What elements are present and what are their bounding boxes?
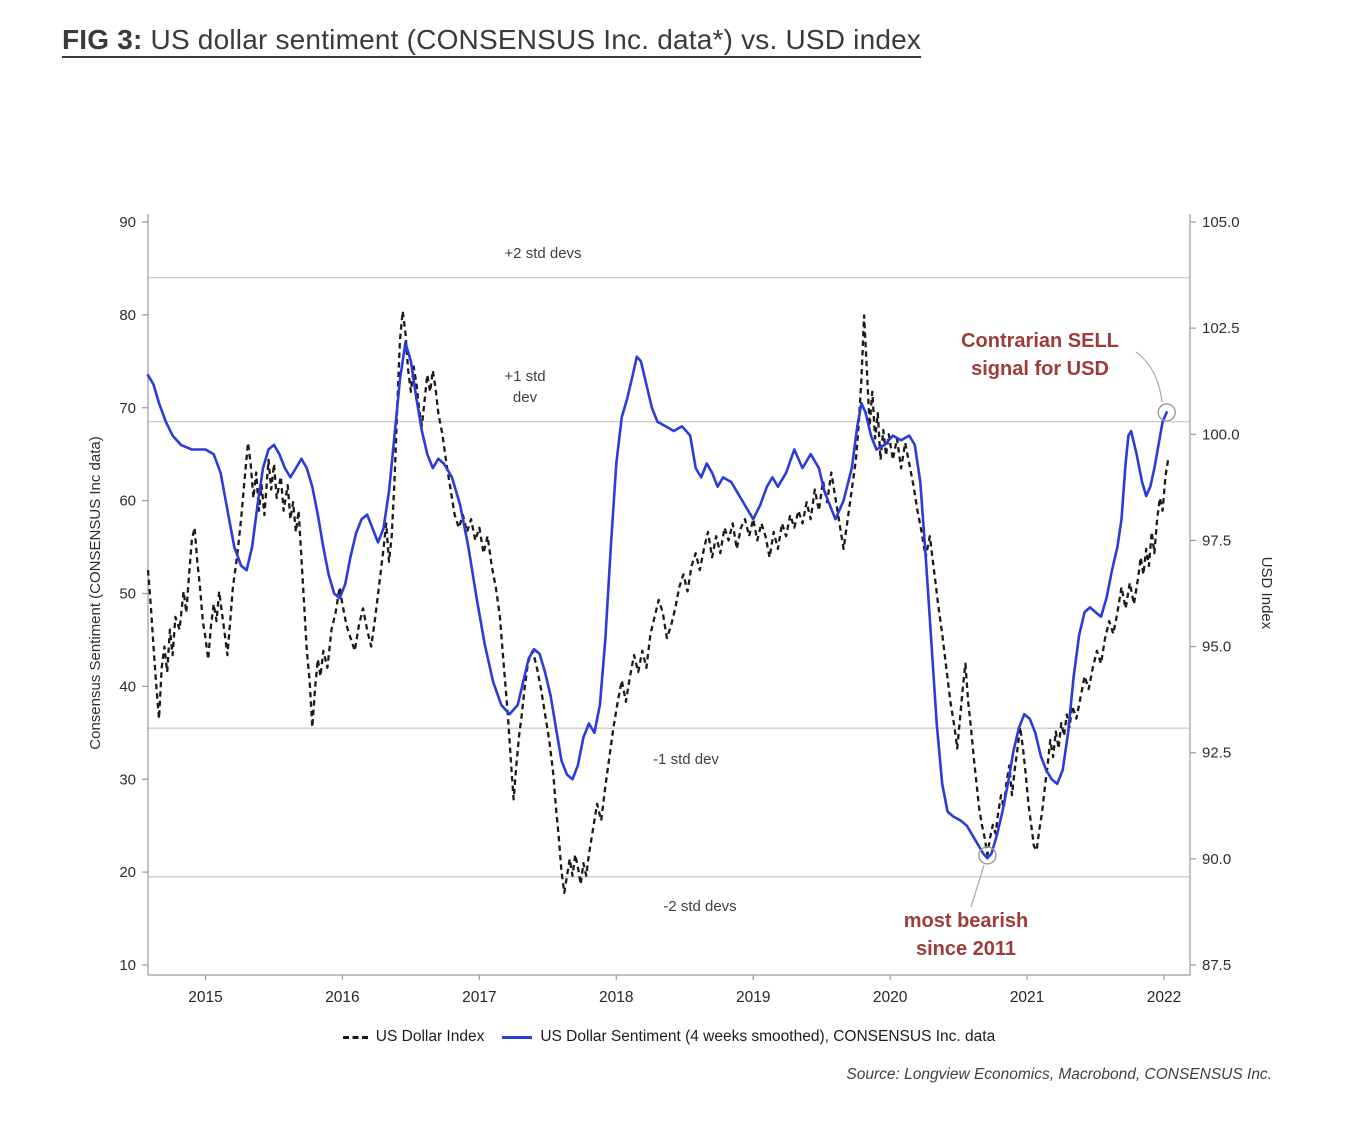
- plus1-std-label-line2: dev: [513, 389, 538, 406]
- legend-label-usd-index: US Dollar Index: [375, 1028, 485, 1045]
- sell-annotation-connector: [1135, 351, 1163, 403]
- most-bearish-annotation-line1: most bearish: [904, 910, 1028, 932]
- blue-line-sample-icon: [502, 1035, 533, 1039]
- legend-item-usd-index: US Dollar Index: [342, 1028, 485, 1046]
- right-axis-title: USD Index: [1258, 557, 1275, 630]
- sentiment-line: [146, 341, 1168, 860]
- most-bearish-marker: [978, 846, 997, 865]
- left-axis-tick-label: 50: [119, 586, 136, 603]
- usd-index-line: [146, 310, 1170, 894]
- source-note: Source: Longview Economics, Macrobond, C…: [846, 1066, 1272, 1083]
- x-axis-tick-label: 2021: [1010, 989, 1044, 1006]
- left-axis-tick-label: 60: [119, 493, 136, 510]
- right-axis-tick-label: 92.5: [1202, 745, 1231, 762]
- left-axis-tick-label: 10: [119, 957, 136, 974]
- left-axis-title: Consensus Sentiment (CONSENSUS Inc data): [87, 436, 104, 749]
- right-axis-tick-label: 90.0: [1202, 851, 1231, 868]
- right-axis-tick-label: 105.0: [1202, 214, 1240, 231]
- axes-group: 90 80 70 60 50 40 30 20 10 105.0 102.5 100.0 97.5 95.…: [119, 214, 1240, 1006]
- bearish-annotation-connector: [970, 864, 985, 908]
- right-axis-tick-label: 87.5: [1202, 957, 1231, 974]
- dashed-line-sample-icon: [342, 1035, 368, 1039]
- plus2-std-label: +2 std devs: [504, 245, 581, 262]
- left-axis-tick-label: 80: [119, 307, 136, 324]
- x-axis-tick-label: 2018: [599, 989, 633, 1006]
- minus2-std-label: -2 std devs: [663, 898, 736, 915]
- gridlines-group: [148, 277, 1190, 878]
- series-group: [146, 310, 1170, 894]
- x-axis-tick-label: 2015: [188, 989, 222, 1006]
- figure-title: FIG 3: US dollar sentiment (CONSENSUS In…: [62, 24, 921, 56]
- figure-title-text: US dollar sentiment (CONSENSUS Inc. data…: [142, 24, 922, 55]
- left-axis-tick-label: 90: [119, 214, 136, 231]
- right-axis-tick-label: 95.0: [1202, 639, 1231, 656]
- figure-label: FIG 3:: [62, 24, 143, 55]
- legend-item-sentiment: US Dollar Sentiment (4 weeks smoothed), …: [502, 1028, 995, 1046]
- left-axis-tick-label: 20: [119, 864, 136, 881]
- markers-group: [978, 403, 1176, 865]
- x-axis-tick-label: 2017: [462, 989, 496, 1006]
- sell-signal-annotation-line2: signal for USD: [971, 358, 1109, 380]
- left-axis-tick-label: 30: [119, 771, 136, 788]
- sell-signal-annotation-line1: Contrarian SELL: [961, 330, 1119, 352]
- left-axis-tick-label: 70: [119, 400, 136, 417]
- plus1-std-label-line1: +1 std: [504, 368, 545, 385]
- right-axis-tick-label: 100.0: [1202, 426, 1240, 443]
- x-axis-tick-label: 2022: [1147, 989, 1181, 1006]
- minus1-std-label: -1 std dev: [653, 751, 719, 768]
- x-axis-tick-label: 2020: [873, 989, 908, 1006]
- x-axis-tick-label: 2019: [736, 989, 770, 1006]
- legend-label-sentiment: US Dollar Sentiment (4 weeks smoothed), …: [540, 1028, 996, 1045]
- right-axis-tick-label: 102.5: [1202, 320, 1240, 337]
- legend: US Dollar Index US Dollar Sentiment (4 w…: [148, 1028, 1190, 1046]
- most-bearish-annotation-line2: since 2011: [916, 938, 1016, 960]
- left-axis-tick-label: 40: [119, 678, 136, 695]
- x-axis-tick-label: 2016: [325, 989, 359, 1006]
- sell-signal-marker: [1157, 403, 1176, 422]
- right-axis-tick-label: 97.5: [1202, 532, 1231, 549]
